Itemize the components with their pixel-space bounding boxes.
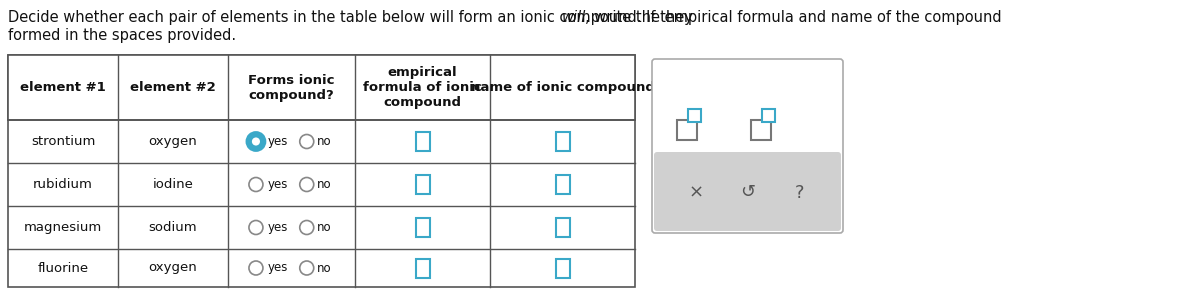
Circle shape [249,261,263,275]
Bar [415,132,430,151]
Text: element #1: element #1 [20,81,106,94]
Bar [415,175,430,194]
Text: ?: ? [794,183,804,201]
Bar [762,109,775,122]
Text: iodine: iodine [152,178,194,191]
Text: formed in the spaces provided.: formed in the spaces provided. [8,28,236,43]
Bar [752,120,772,140]
Text: rubidium: rubidium [33,178,93,191]
Text: sodium: sodium [149,221,197,234]
Text: , write the empirical formula and name of the compound: , write the empirical formula and name o… [585,10,1002,25]
Bar [556,175,570,194]
Text: no: no [316,261,332,275]
Circle shape [249,178,263,191]
Circle shape [251,138,260,146]
Bar [415,258,430,278]
Text: yes: yes [268,135,288,148]
Text: oxygen: oxygen [149,261,197,275]
FancyBboxPatch shape [653,59,843,233]
Text: fluorine: fluorine [38,261,88,275]
Text: no: no [316,221,332,234]
Text: no: no [316,178,332,191]
Bar [8,55,635,287]
Text: will: will [562,10,585,25]
Text: strontium: strontium [31,135,96,148]
Bar [415,218,430,237]
Text: magnesium: magnesium [24,221,103,234]
Bar [556,258,570,278]
Circle shape [300,178,314,191]
FancyBboxPatch shape [654,152,841,231]
Text: yes: yes [268,221,288,234]
Bar [556,132,570,151]
Text: Forms ionic
compound?: Forms ionic compound? [248,74,335,101]
Text: yes: yes [268,261,288,275]
Text: ↺: ↺ [740,183,755,201]
Text: empirical
formula of ionic
compound: empirical formula of ionic compound [363,66,481,109]
Text: yes: yes [268,178,288,191]
Bar [8,55,635,120]
Circle shape [249,220,263,235]
Text: Decide whether each pair of elements in the table below will form an ionic compo: Decide whether each pair of elements in … [8,10,697,25]
Text: oxygen: oxygen [149,135,197,148]
Text: element #2: element #2 [130,81,216,94]
Bar [677,120,697,140]
Circle shape [300,134,314,148]
Circle shape [300,261,314,275]
Bar [688,109,701,122]
Circle shape [247,133,266,151]
Bar [556,218,570,237]
Text: no: no [316,135,332,148]
Circle shape [300,220,314,235]
Text: name of ionic compound: name of ionic compound [471,81,655,94]
Text: ×: × [688,183,703,201]
